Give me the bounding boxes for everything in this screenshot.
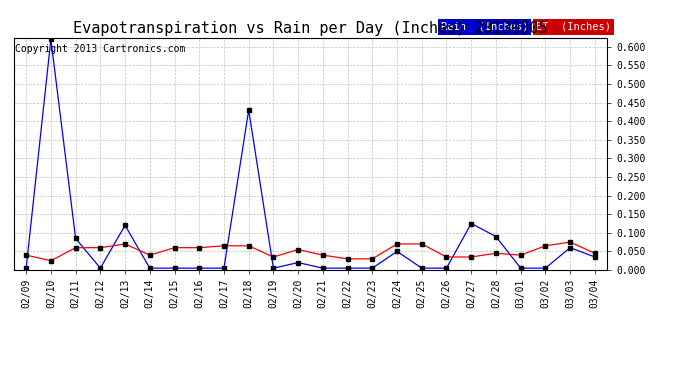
- Text: Rain  (Inches): Rain (Inches): [441, 22, 529, 32]
- Title: Evapotranspiration vs Rain per Day (Inches) 20130305: Evapotranspiration vs Rain per Day (Inch…: [73, 21, 548, 36]
- Text: ET  (Inches): ET (Inches): [536, 22, 611, 32]
- Text: Copyright 2013 Cartronics.com: Copyright 2013 Cartronics.com: [15, 45, 186, 54]
